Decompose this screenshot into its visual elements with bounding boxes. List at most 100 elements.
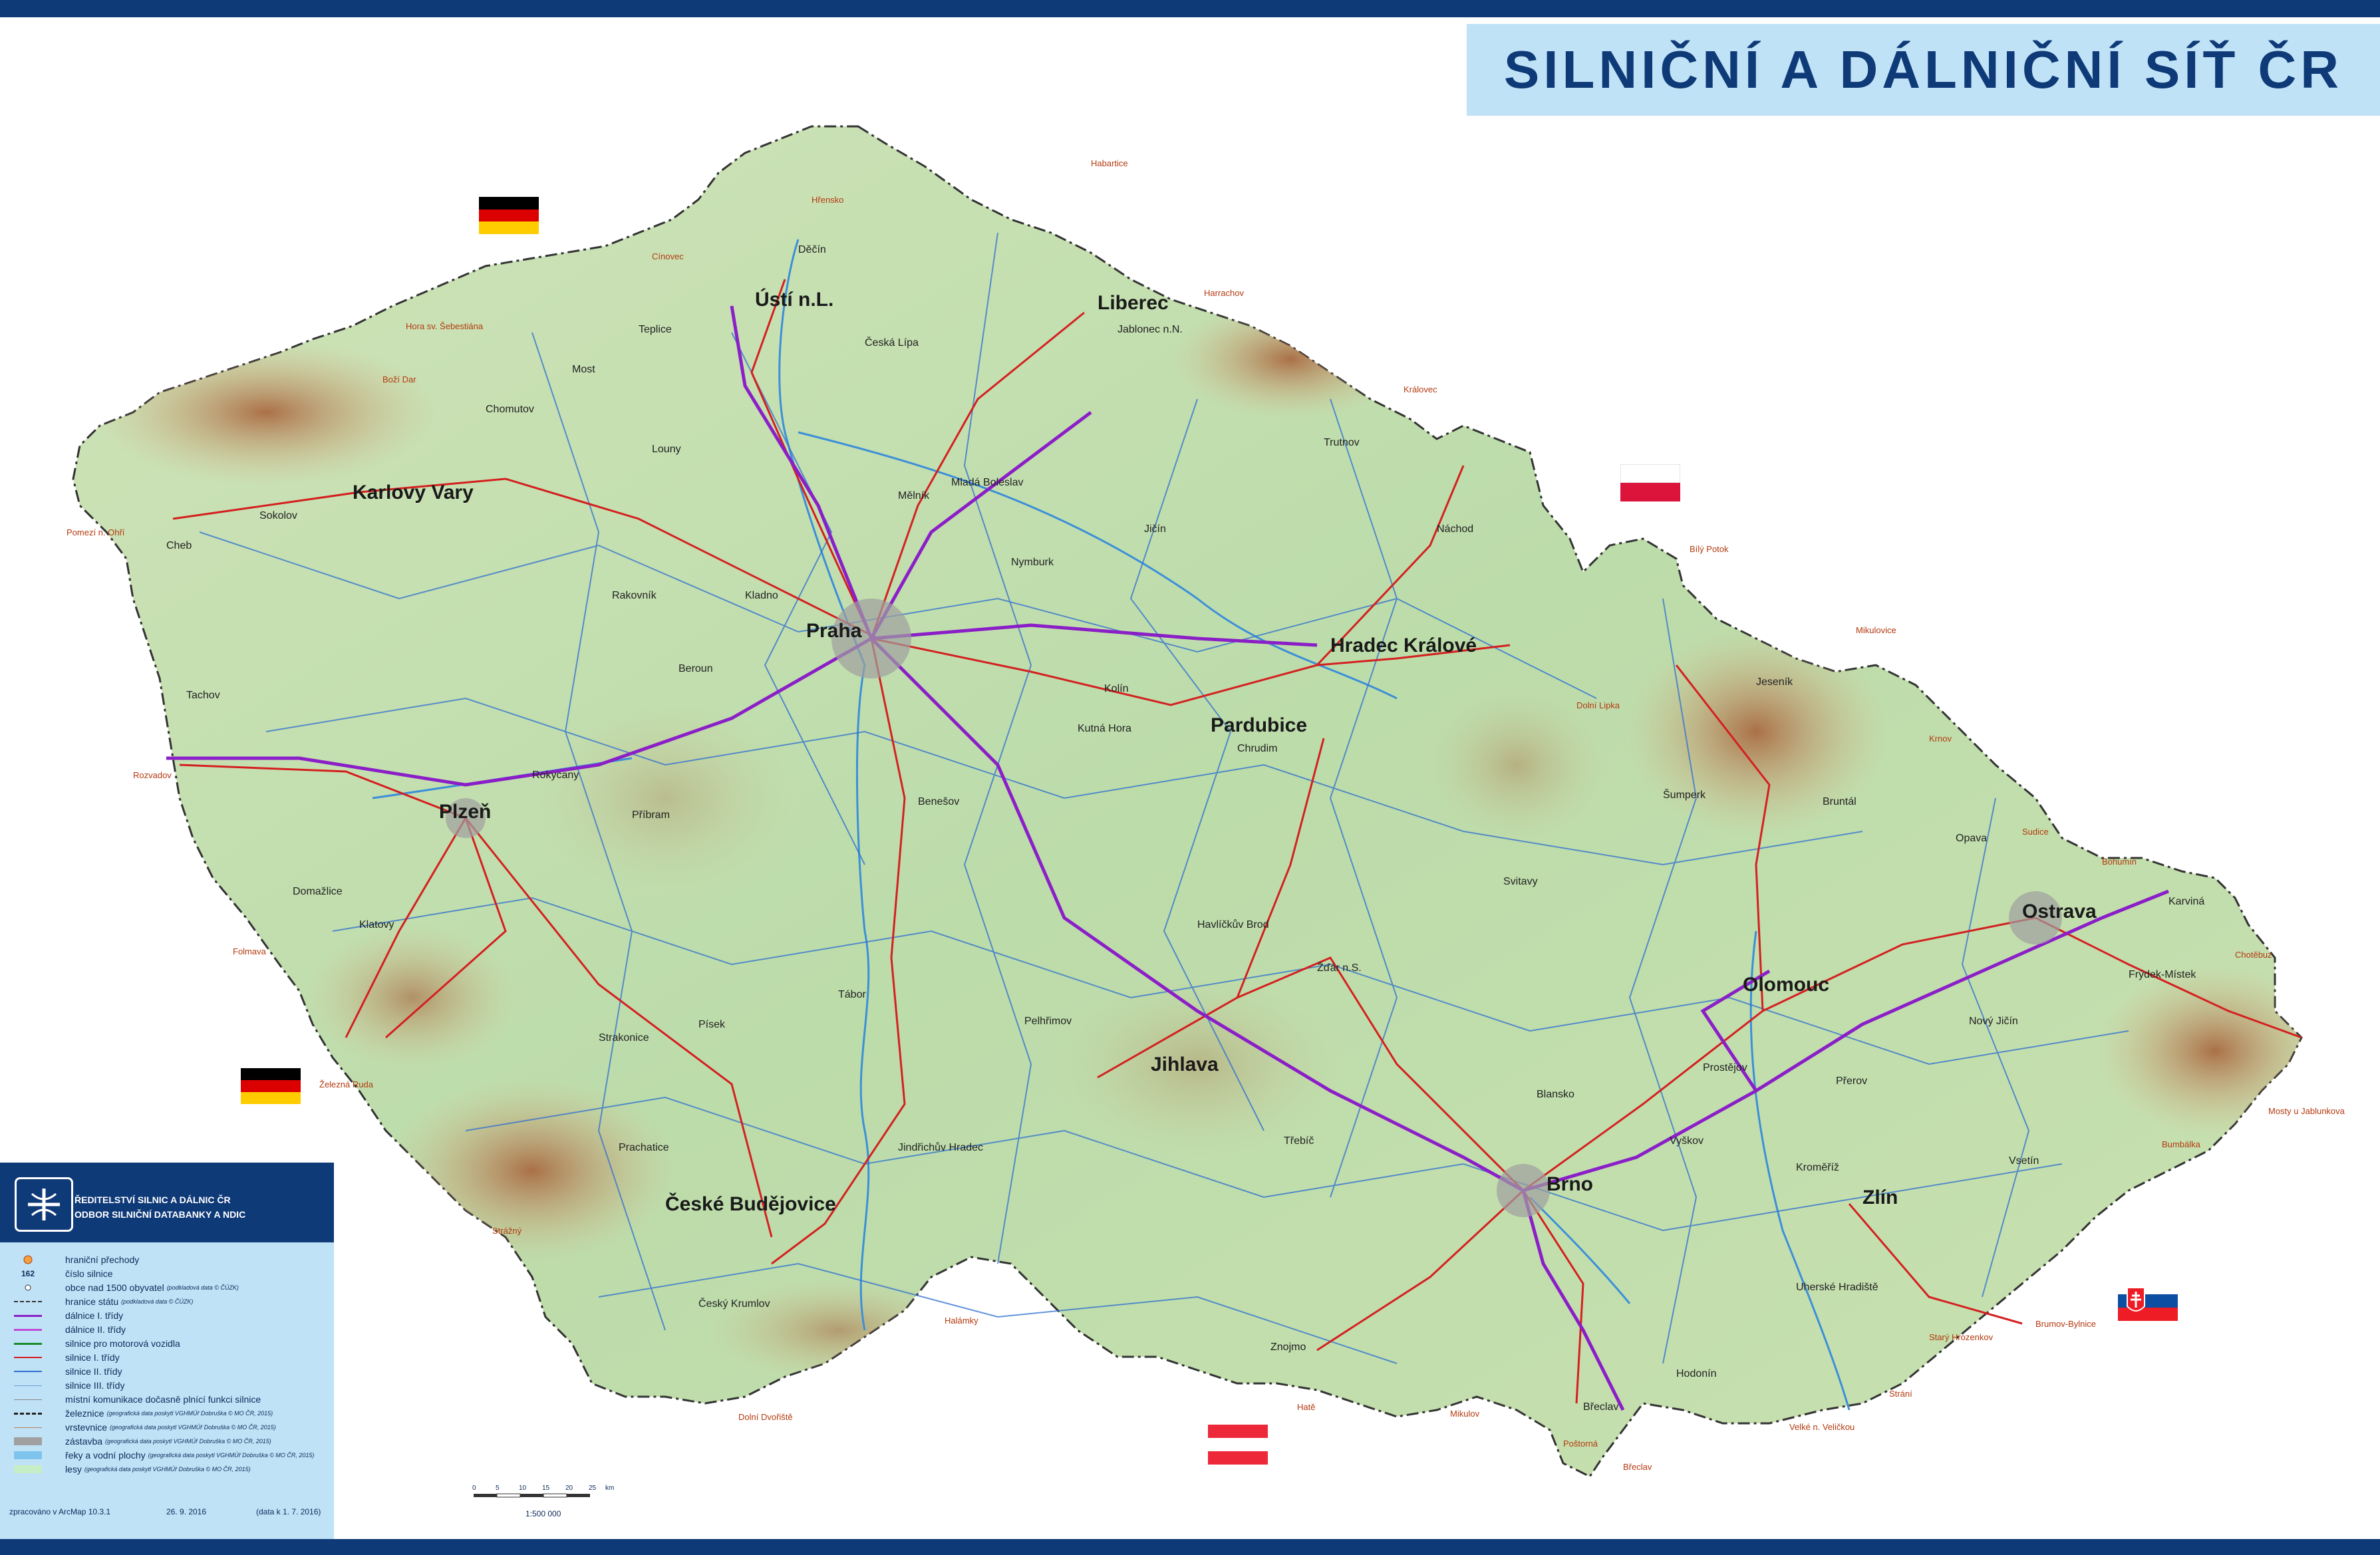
motorway-d11 bbox=[871, 623, 1318, 647]
town-label: Uherské Hradiště bbox=[1796, 1282, 1878, 1293]
town-label: Příbram bbox=[632, 809, 670, 821]
crossing-label: Bílý Potok bbox=[1690, 544, 1729, 554]
crossing-label: Hora sv. Šebestiána bbox=[406, 321, 484, 331]
city-label-plzen: Plzeň bbox=[439, 801, 491, 823]
crossing-icon bbox=[12, 1253, 44, 1266]
town-label: Rakovník bbox=[612, 590, 657, 601]
rsd-logo-icon bbox=[15, 1177, 73, 1232]
crossing-label: Harrachov bbox=[1204, 288, 1244, 298]
scale-tick: 10 bbox=[519, 1484, 527, 1492]
town-label: Třebíč bbox=[1284, 1135, 1314, 1147]
town-label: Domažlice bbox=[293, 886, 343, 897]
contour-line-icon bbox=[12, 1421, 44, 1434]
motorway-1-line-icon bbox=[12, 1309, 44, 1322]
town-label: Sokolov bbox=[259, 510, 297, 521]
town-label: Trutnov bbox=[1324, 437, 1360, 448]
town-label: Havlíčkův Brod bbox=[1197, 919, 1269, 930]
legend-item-road-1: silnice I. třídy bbox=[12, 1351, 120, 1364]
city-label-brno: Brno bbox=[1547, 1173, 1593, 1195]
legend-item-towns: obce nad 1500 obyvatel (podkladová data … bbox=[12, 1281, 239, 1294]
town-label: Jindřichův Hradec bbox=[898, 1141, 983, 1153]
crossing-label: Cínovec bbox=[652, 251, 684, 261]
city-label-karlovy-vary: Karlovy Vary bbox=[353, 482, 474, 503]
roads-layer bbox=[166, 232, 2302, 1411]
legend-footer-date: 26. 9. 2016 bbox=[166, 1507, 207, 1516]
town-label: Český Krumlov bbox=[698, 1297, 770, 1310]
scale-tick: 25 bbox=[589, 1484, 597, 1492]
town-label: Přerov bbox=[1836, 1075, 1867, 1087]
town-label: Tachov bbox=[186, 690, 220, 701]
town-label: Cheb bbox=[166, 540, 192, 551]
city-label-hradec-kralove: Hradec Králové bbox=[1330, 635, 1477, 656]
motorway-d5 bbox=[166, 636, 873, 787]
town-label: Prostějov bbox=[1703, 1062, 1747, 1073]
town-label: Frýdek-Místek bbox=[2129, 969, 2196, 980]
map-title-box: SILNIČNÍ A DÁLNIČNÍ SÍŤ ČR bbox=[1467, 24, 2380, 116]
city-labels: Praha Brno Ostrava Plzeň Liberec Olomouc… bbox=[353, 288, 2097, 1215]
town-label: Jablonec n.N. bbox=[1117, 324, 1183, 335]
scale-tick: 5 bbox=[496, 1484, 500, 1492]
legend-footer-software: zpracováno v ArcMap 10.3.1 bbox=[9, 1507, 111, 1516]
map-title: SILNIČNÍ A DÁLNIČNÍ SÍŤ ČR bbox=[1503, 40, 2343, 99]
town-label: Kolín bbox=[1104, 683, 1128, 694]
town-label: Tábor bbox=[838, 989, 866, 1000]
town-label: Blansko bbox=[1537, 1089, 1574, 1100]
town-label: Karviná bbox=[2168, 896, 2204, 907]
local-road-line-icon bbox=[12, 1393, 44, 1406]
town-label: Děčín bbox=[798, 244, 826, 255]
town-icon bbox=[12, 1281, 44, 1294]
town-label: Česká Lípa bbox=[865, 336, 919, 349]
town-label: Klatovy bbox=[359, 919, 394, 930]
town-label: Teplice bbox=[639, 324, 672, 335]
top-frame-bar bbox=[0, 0, 2380, 17]
town-label: Louny bbox=[652, 444, 681, 455]
legend-item-road-2: silnice II. třídy bbox=[12, 1365, 122, 1378]
crossing-label: Mikulov bbox=[1450, 1409, 1480, 1419]
town-label: Beroun bbox=[678, 663, 713, 674]
motorway-d1-east bbox=[1523, 889, 2169, 1193]
railway-line-icon bbox=[12, 1407, 44, 1420]
town-label: Hodonín bbox=[1676, 1368, 1717, 1379]
scale-tick: 20 bbox=[565, 1484, 573, 1492]
legend-item-crossing: hraniční přechody bbox=[12, 1253, 139, 1266]
town-label: Benešov bbox=[918, 796, 959, 807]
motorway-d8 bbox=[730, 305, 873, 639]
town-label: Mladá Boleslav bbox=[951, 477, 1024, 488]
legend-org-line2: ODBOR SILNIČNÍ DATABANKY A NDIC bbox=[74, 1209, 246, 1220]
road-1-line-icon bbox=[12, 1351, 44, 1364]
town-labels: Chomutov Most Teplice Děčín Česká Lípa M… bbox=[166, 244, 2204, 1413]
town-label: Most bbox=[572, 364, 595, 375]
town-label: Strakonice bbox=[599, 1032, 649, 1044]
legend-item-expressway: silnice pro motorová vozidla bbox=[12, 1337, 180, 1350]
town-label: Svitavy bbox=[1503, 876, 1538, 887]
crossing-label: Folmava bbox=[233, 946, 267, 956]
crossing-label: Dolní Dvořiště bbox=[738, 1412, 793, 1422]
town-label: Jičín bbox=[1144, 523, 1166, 535]
flag-poland bbox=[1620, 464, 1681, 501]
legend-item-road-number: 162 číslo silnice bbox=[12, 1267, 113, 1280]
town-label: Žďár n.S. bbox=[1317, 961, 1362, 974]
city-label-zlin: Zlín bbox=[1862, 1187, 1898, 1208]
forest-fill-icon bbox=[12, 1463, 44, 1476]
crossing-label: Mikulovice bbox=[1856, 625, 1896, 635]
crossing-label: Železná Ruda bbox=[319, 1079, 374, 1089]
road-3-line-icon bbox=[12, 1379, 44, 1392]
scale-ratio: 1:500 000 bbox=[525, 1509, 561, 1518]
city-label-pardubice: Pardubice bbox=[1211, 714, 1307, 736]
motorway-2-line-icon bbox=[12, 1323, 44, 1336]
crossing-label: Strážný bbox=[492, 1226, 522, 1236]
legend-item-water: řeky a vodní plochy (geografická data po… bbox=[12, 1449, 314, 1462]
legend-item-forest: lesy (geografická data poskytl VGHMÚř Do… bbox=[12, 1463, 251, 1476]
crossing-label: Velké n. Veličkou bbox=[1789, 1422, 1855, 1432]
water-fill-icon bbox=[12, 1449, 44, 1462]
city-label-ostrava: Ostrava bbox=[2022, 901, 2097, 922]
flag-germany-north bbox=[479, 197, 539, 234]
flag-austria bbox=[1208, 1425, 1268, 1465]
town-label: Bruntál bbox=[1823, 796, 1857, 807]
road-number-icon: 162 bbox=[21, 1269, 35, 1278]
legend-org-line1: ŘEDITELSTVÍ SILNIC A DÁLNIC ČR bbox=[74, 1195, 231, 1205]
town-label: Náchod bbox=[1437, 523, 1473, 535]
city-label-praha: Praha bbox=[806, 620, 862, 642]
town-label: Šumperk bbox=[1663, 788, 1706, 801]
